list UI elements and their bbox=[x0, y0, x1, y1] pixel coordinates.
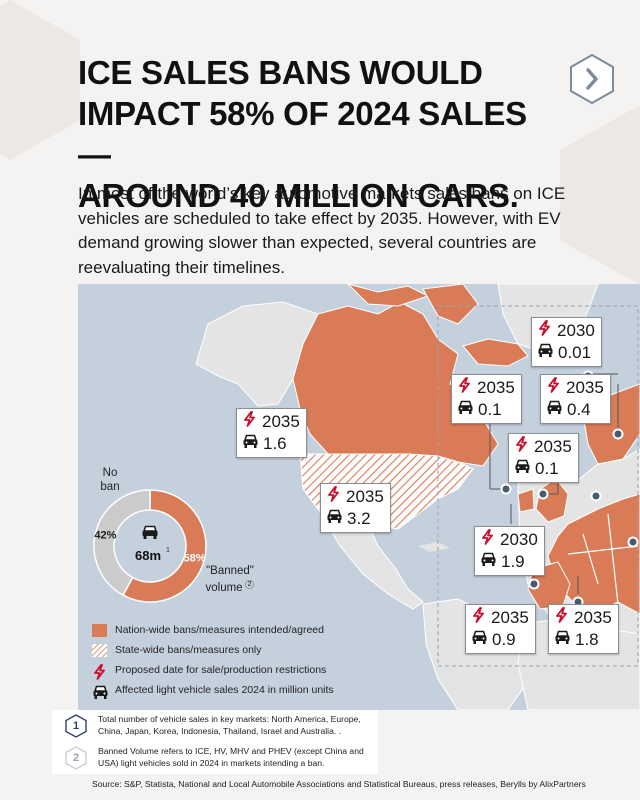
bolt-icon bbox=[242, 411, 258, 433]
bolt-icon bbox=[514, 436, 530, 458]
callout-spain: 2035 0.9 bbox=[465, 604, 536, 654]
bolt-icon bbox=[537, 320, 553, 342]
callout-iceland: 2030 0.01 bbox=[531, 317, 602, 367]
callout-uk: 2035 0.1 bbox=[508, 433, 579, 483]
donut-center-label: 68m bbox=[135, 548, 161, 563]
bolt-icon bbox=[92, 663, 107, 680]
hexagon-number-icon: 1 bbox=[64, 714, 88, 738]
iceland-region bbox=[462, 338, 529, 367]
car-icon bbox=[326, 508, 343, 530]
bolt-icon bbox=[471, 607, 487, 629]
legend-item-affected-sales: Affected light vehicle sales 2024 in mil… bbox=[92, 680, 334, 700]
donut-svg: 58% 42% 68m 1 bbox=[93, 489, 207, 603]
bolt-icon bbox=[326, 486, 342, 508]
footnote-1: 1 Total number of vehicle sales in key m… bbox=[52, 710, 378, 742]
page-title: ICE SALES BANS WOULD IMPACT 58% OF 2024 … bbox=[78, 54, 527, 214]
footnotes: 1 Total number of vehicle sales in key m… bbox=[52, 710, 378, 774]
hatch-swatch-icon bbox=[92, 643, 107, 657]
legend-item-statewide: State-wide bans/measures only bbox=[92, 640, 334, 660]
footnote-2: 2 Banned Volume refers to ICE, HV, MHV a… bbox=[52, 742, 378, 774]
solid-swatch-icon bbox=[92, 623, 107, 637]
no-ban-label: No ban bbox=[100, 467, 120, 493]
car-icon bbox=[142, 525, 158, 539]
donut-slice bbox=[122, 489, 207, 603]
callout-norway: 2035 0.4 bbox=[540, 374, 611, 424]
donut-chart: 58% 42% 68m 1 bbox=[90, 468, 220, 608]
car-icon bbox=[537, 342, 554, 364]
car-icon bbox=[457, 399, 474, 421]
legend-item-proposed-date: Proposed date for sale/production restri… bbox=[92, 660, 334, 680]
car-icon bbox=[546, 399, 563, 421]
legend: Nation-wide bans/measures intended/agree… bbox=[92, 620, 334, 700]
callout-italy: 2035 1.8 bbox=[548, 604, 619, 654]
bolt-icon bbox=[480, 529, 496, 551]
car-icon bbox=[480, 551, 497, 573]
car-icon bbox=[514, 458, 531, 480]
hexagon-number-icon: 2 bbox=[64, 746, 88, 770]
car-icon bbox=[92, 684, 108, 699]
chevron-right-icon bbox=[570, 53, 614, 105]
donut-center-note: 1 bbox=[166, 547, 170, 554]
bolt-icon bbox=[546, 377, 562, 399]
next-button[interactable] bbox=[565, 52, 619, 106]
donut-value-label: 58% bbox=[184, 552, 206, 564]
car-icon bbox=[242, 433, 259, 455]
source-text: Source: S&P, Statista, National and Loca… bbox=[92, 779, 586, 789]
car-icon bbox=[554, 629, 571, 651]
donut-value-label: 42% bbox=[94, 530, 116, 542]
callout-usa: 2035 3.2 bbox=[320, 483, 391, 533]
car-icon bbox=[471, 629, 488, 651]
legend-item-nationwide: Nation-wide bans/measures intended/agree… bbox=[92, 620, 334, 640]
banned-volume-label: "Banned" volume 2 bbox=[205, 565, 255, 594]
intro-text: In most of the world’s key automotive ma… bbox=[78, 184, 566, 277]
donut-slice bbox=[93, 489, 151, 597]
bolt-icon bbox=[554, 607, 570, 629]
bolt-icon bbox=[457, 377, 473, 399]
callout-canada: 2035 1.6 bbox=[236, 408, 307, 458]
callout-ireland: 2035 0.1 bbox=[451, 374, 522, 424]
callout-france: 2030 1.9 bbox=[474, 526, 545, 576]
